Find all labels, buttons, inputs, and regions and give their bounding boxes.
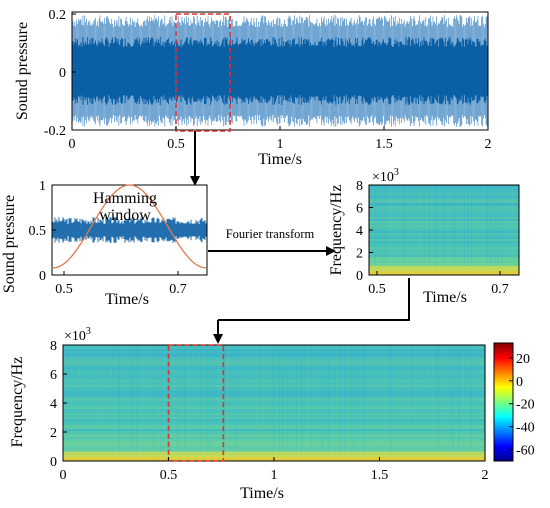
top-x-tick-label: 0: [69, 137, 76, 152]
colorbar-tick-label: 20: [516, 352, 530, 367]
window-x-axis-label: Time/s: [105, 291, 149, 308]
bottom-spectrogram-y-ticks: 8 6 4 2 0: [50, 339, 67, 470]
window-plot: Hamming window 10.50 0.5 0.7 Sound pressu…: [1, 179, 208, 308]
top-highlight-box: [175, 13, 231, 132]
bottom-spectrogram-x-tick-label: 1: [271, 468, 278, 483]
small-spectrogram-y-tick-label: 2: [356, 247, 363, 262]
small-spectrogram-y-tick-label: 8: [356, 179, 363, 194]
hamming-window-curve: [52, 184, 207, 269]
bottom-spectrogram-x-tick-label: 2: [482, 468, 489, 483]
fourier-transform-label: Fourier transform: [226, 227, 315, 241]
window-y-ticks: 10.50: [29, 179, 56, 284]
colorbar-tick-label: -60: [516, 444, 535, 459]
bottom-spectrogram-y-tick-label: 6: [50, 368, 57, 383]
small-spectrogram: ×103 8 6 4 2 0 0.5 0.7 Frequency/Hz Time/s: [328, 167, 520, 306]
top-x-ticks: 0 0.5 1 1.5 2: [69, 126, 492, 152]
window-x-ticks: 0.5 0.7: [55, 271, 187, 297]
bottom-spectrogram-x-axis-label: Time/s: [240, 485, 284, 502]
hamming-label-line2: window: [99, 207, 151, 224]
top-y-axis-label: Sound pressure: [14, 22, 31, 120]
top-x-tick-label: 1: [277, 137, 284, 152]
bottom-spectrogram-x-tick-label: 1.5: [371, 468, 389, 483]
small-spectrogram-texture: [369, 185, 519, 275]
window-y-tick-label: 0: [39, 269, 46, 284]
colorbar-ticks: 20 0 -20 -40 -60: [509, 352, 535, 459]
small-spectrogram-y-axis-label: Frequency/Hz: [328, 185, 345, 276]
top-waveform-signal: [72, 15, 488, 127]
small-spectrogram-y-tick-label: 6: [356, 202, 363, 217]
small-spectrogram-x-tick-label: 0.5: [368, 282, 386, 297]
bottom-spectrogram-y-tick-label: 2: [50, 426, 57, 441]
window-x-tick-label: 0.5: [55, 282, 73, 297]
top-x-axis-label: Time/s: [258, 151, 302, 168]
colorbar-tick-label: -40: [516, 421, 535, 436]
top-x-tick-label: 0.5: [167, 137, 185, 152]
bottom-spectrogram-x-ticks: 0 0.5 1 1.5 2: [60, 457, 489, 483]
bottom-spectrogram-y-tick-label: 4: [50, 397, 57, 412]
bottom-spectrogram-x-tick-label: 0.5: [160, 468, 178, 483]
bottom-spectrogram-image: [63, 345, 485, 461]
window-y-tick-label: 1: [39, 179, 46, 194]
top-y-ticks: 0.2 0 -0.2: [44, 8, 76, 139]
bottom-spectrogram-x-tick-label: 0: [60, 468, 67, 483]
small-spectrogram-y-tick-label: 4: [356, 224, 363, 239]
bottom-highlight-box: [167, 344, 225, 462]
small-spectrogram-image: [368, 184, 520, 276]
small-spectrogram-x-tick-label: 0.7: [491, 282, 509, 297]
small-spectrogram-x-ticks: 0.5 0.7: [368, 271, 509, 297]
top-x-tick-label: 2: [485, 137, 492, 152]
colorbar-tick-label: 0: [516, 375, 523, 390]
top-x-tick-label: 1.5: [375, 137, 393, 152]
colorbar-gradient: [493, 342, 514, 462]
window-x-tick-label: 0.7: [169, 282, 187, 297]
window-y-axis-label: Sound pressure: [1, 195, 18, 293]
bottom-spectrogram-y-tick-label: 8: [50, 339, 57, 354]
connector-line: [218, 278, 410, 321]
small-spectrogram-y-ticks: 8 6 4 2 0: [356, 179, 373, 284]
small-spectrogram-multiplier: ×103: [372, 167, 399, 185]
colorbar-tick-label: -20: [516, 398, 535, 413]
bottom-spectrogram-y-tick-label: 0: [50, 455, 57, 470]
top-waveform-plot: 0.20-0.2 0 0.5 1 1.5 2 Sound pressure Time/s: [14, 8, 492, 168]
bottom-spectrogram-multiplier: ×103: [64, 326, 91, 344]
top-y-tick-label: -0.2: [44, 124, 66, 139]
small-spectrogram-x-axis-label: Time/s: [423, 289, 467, 306]
bottom-spectrogram: ×103 8 6 4 2 0 0 0.5 1 1.5 2 Frequency/Hz Time/s: [9, 326, 489, 502]
top-y-tick-label: 0.2: [49, 8, 67, 23]
small-spectrogram-y-tick-label: 0: [356, 269, 363, 284]
hamming-label-line1: Hamming: [93, 190, 157, 207]
bottom-spectrogram-texture: [63, 345, 486, 461]
window-y-tick-label: 0.5: [29, 224, 47, 239]
top-y-tick-label: 0: [59, 66, 66, 81]
bottom-spectrogram-y-axis-label: Frequency/Hz: [9, 357, 26, 448]
colorbar: 20 0 -20 -40 -60: [493, 342, 535, 462]
